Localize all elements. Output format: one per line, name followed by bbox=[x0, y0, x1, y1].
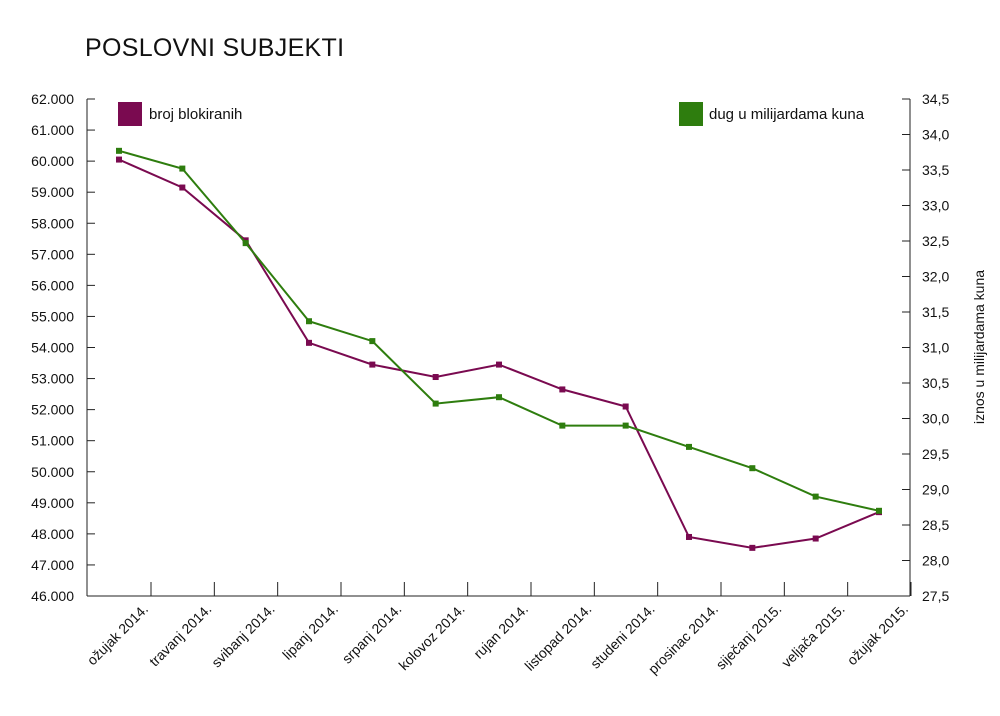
right-tick-label: 31,0 bbox=[922, 340, 949, 356]
chart-title: POSLOVNI SUBJEKTI bbox=[85, 34, 345, 62]
left-tick-label: 55.000 bbox=[31, 308, 74, 324]
data-point bbox=[876, 507, 882, 514]
x-tick-label: studeni 2014. bbox=[587, 601, 658, 672]
left-tick-label: 46.000 bbox=[31, 588, 74, 604]
left-tick-label: 54.000 bbox=[31, 340, 74, 356]
right-tick-label: 33,0 bbox=[922, 198, 949, 214]
x-tick-label: ožujak 2014. bbox=[84, 601, 151, 668]
data-point bbox=[369, 338, 376, 345]
data-point bbox=[812, 493, 819, 500]
right-tick-label: 28,5 bbox=[922, 517, 949, 533]
data-point bbox=[622, 422, 629, 429]
data-point bbox=[496, 361, 502, 368]
legend-swatch bbox=[118, 102, 142, 126]
right-tick-label: 29,0 bbox=[922, 482, 949, 498]
left-tick-label: 57.000 bbox=[31, 246, 74, 262]
legend: broj blokiranih dug u milijardama kuna bbox=[118, 102, 865, 126]
data-point bbox=[686, 533, 692, 540]
data-point bbox=[432, 374, 439, 381]
data-point bbox=[179, 184, 186, 191]
data-point bbox=[622, 403, 629, 410]
x-tick-label: srpanj 2014. bbox=[339, 601, 405, 667]
legend-label: broj blokiranih bbox=[149, 106, 242, 123]
data-point bbox=[306, 339, 312, 346]
right-tick-label: 29,5 bbox=[922, 446, 949, 462]
left-tick-label: 61.000 bbox=[31, 122, 74, 138]
data-point bbox=[369, 361, 376, 368]
left-tick-label: 60.000 bbox=[31, 153, 74, 169]
x-tick-label: siječanj 2015. bbox=[713, 601, 785, 673]
x-tick-label: listopad 2014. bbox=[521, 601, 594, 674]
left-tick-label: 58.000 bbox=[31, 215, 74, 231]
right-tick-label: 33,5 bbox=[922, 162, 949, 178]
right-tick-label: 30,5 bbox=[922, 375, 949, 391]
left-tick-label: 49.000 bbox=[31, 495, 74, 511]
data-point bbox=[496, 394, 502, 401]
x-tick-label: travanj 2014. bbox=[146, 601, 215, 670]
data-point bbox=[812, 535, 819, 542]
x-tick-label: ožujak 2015. bbox=[844, 601, 911, 668]
right-tick-label: 32,0 bbox=[922, 269, 949, 285]
left-tick-label: 47.000 bbox=[31, 557, 74, 573]
right-axis-title: iznos u milijardama kuna bbox=[971, 270, 987, 424]
x-tick-label: lipanj 2014. bbox=[279, 601, 341, 663]
left-tick-label: 48.000 bbox=[31, 526, 74, 542]
data-point bbox=[432, 400, 439, 407]
data-point bbox=[686, 443, 692, 450]
series-line bbox=[118, 149, 880, 512]
left-tick-label: 59.000 bbox=[31, 184, 74, 200]
left-tick-label: 52.000 bbox=[31, 402, 74, 418]
series-line bbox=[118, 158, 880, 549]
data-point bbox=[749, 465, 756, 472]
right-tick-label: 32,5 bbox=[922, 233, 949, 249]
axes-group: 46.000 47.000 48.000 49.000 50.000 51.000 52.0… bbox=[31, 91, 987, 677]
data-point bbox=[306, 318, 312, 325]
right-tick-label: 34,0 bbox=[922, 127, 949, 143]
left-tick-label: 51.000 bbox=[31, 433, 74, 449]
data-point bbox=[242, 240, 249, 247]
data-point bbox=[116, 156, 122, 163]
right-tick-label: 28,0 bbox=[922, 553, 949, 569]
right-tick-label: 31,5 bbox=[922, 304, 949, 320]
left-tick-label: 53.000 bbox=[31, 371, 74, 387]
right-tick-label: 34,5 bbox=[922, 91, 949, 107]
left-tick-label: 50.000 bbox=[31, 464, 74, 480]
x-tick-label: rujan 2014. bbox=[470, 601, 531, 662]
x-tick-label: svibanj 2014. bbox=[208, 601, 278, 671]
x-tick-label: kolovoz 2014. bbox=[395, 601, 467, 673]
legend-label: dug u milijardama kuna bbox=[709, 106, 865, 123]
right-tick-label: 27,5 bbox=[922, 588, 949, 604]
series-group bbox=[116, 147, 882, 551]
left-tick-label: 62.000 bbox=[31, 91, 74, 107]
data-point bbox=[749, 544, 756, 551]
data-point bbox=[116, 147, 122, 154]
legend-swatch bbox=[679, 102, 703, 126]
data-point bbox=[559, 422, 566, 429]
right-tick-label: 30,0 bbox=[922, 411, 949, 427]
x-tick-label: veljača 2015. bbox=[778, 601, 848, 671]
data-point bbox=[179, 165, 186, 172]
left-tick-label: 56.000 bbox=[31, 277, 74, 293]
data-point bbox=[559, 386, 566, 393]
